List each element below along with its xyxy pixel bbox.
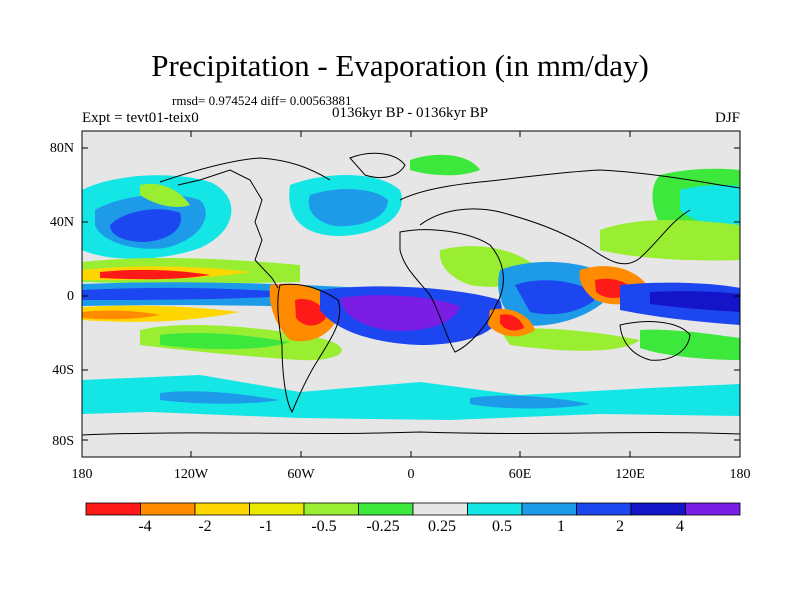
colorbar-swatch	[467, 502, 523, 516]
coastline-arctic-america	[159, 157, 331, 183]
colorbar-swatch	[521, 502, 577, 516]
contour-band	[500, 314, 524, 331]
lon-tick-label: 120E	[615, 467, 645, 482]
colorbar	[85, 502, 741, 516]
colorbar-label: -2	[198, 518, 212, 535]
contour-band	[500, 328, 640, 351]
contour-band	[82, 310, 160, 320]
contour-band	[600, 220, 740, 261]
contour-band	[680, 185, 740, 230]
colorbar-label: 2	[616, 518, 624, 535]
map-title: Precipitation - Evaporation (in mm/day)	[151, 48, 649, 83]
lat-tick-label: 80S	[52, 434, 74, 449]
contour-band	[650, 291, 740, 312]
lon-tick-label: 120W	[173, 467, 209, 482]
colorbar-label: -1	[259, 518, 273, 535]
colorbar-label: 0.25	[428, 518, 456, 535]
colorbar-label: 0.5	[492, 518, 512, 535]
coastline-africa	[399, 229, 504, 353]
colorbar-swatch	[685, 502, 741, 516]
coastline-antarctica	[82, 431, 740, 436]
lon-tick-label: 180	[71, 467, 93, 482]
contour-band	[308, 188, 388, 227]
contour-band	[515, 280, 600, 315]
experiment-label: Expt = tevt01-teix0	[82, 110, 199, 126]
coastline-eurasia-north	[399, 169, 740, 201]
colorbar-swatch	[249, 502, 305, 516]
lat-tick-label: 80N	[49, 141, 74, 156]
lon-tick-label: 0	[407, 467, 415, 482]
coastline-north-america	[177, 169, 279, 289]
colorbar-swatch	[194, 502, 250, 516]
colorbar-label: -0.25	[366, 518, 400, 535]
contour-band	[340, 295, 460, 331]
period-subtitle: 0136kyr BP - 0136kyr BP	[331, 105, 489, 121]
contour-band	[100, 269, 210, 280]
coastline-eurasia-south	[419, 208, 691, 265]
coastline-australia	[619, 321, 691, 361]
contour-band	[110, 209, 181, 242]
season-label: DJF	[714, 110, 740, 126]
contour-field	[82, 131, 740, 457]
colorbar-swatch	[85, 502, 141, 516]
contour-band	[160, 332, 290, 350]
contour-band	[140, 183, 190, 207]
coastline-south-america	[277, 283, 341, 414]
lon-tick-label: 60E	[508, 467, 532, 482]
colorbar-label: -4	[138, 518, 152, 535]
contour-band	[410, 154, 480, 176]
lat-tick-label: 40S	[52, 363, 74, 378]
lat-tick-label: 40N	[49, 215, 74, 230]
contour-band	[470, 395, 590, 409]
colorbar-swatch	[140, 502, 196, 516]
colorbar-swatch	[630, 502, 686, 516]
lon-tick-label: 60W	[287, 467, 315, 482]
colorbar-label: -0.5	[311, 518, 337, 535]
contour-band	[160, 391, 280, 404]
axis-ticks	[82, 131, 740, 457]
colorbar-swatch	[303, 502, 359, 516]
statistics-line: rmsd= 0.974524 diff= 0.00563881	[172, 93, 352, 108]
contour-band	[82, 287, 320, 300]
contour-band	[640, 329, 740, 360]
colorbar-swatch	[358, 502, 414, 516]
colorbar-label: 1	[557, 518, 565, 535]
coastlines	[82, 152, 740, 436]
lat-tick-label: 0	[67, 289, 74, 304]
contour-band	[295, 299, 326, 326]
colorbar-label: 4	[676, 518, 684, 535]
contour-band	[82, 375, 740, 420]
lon-tick-label: 180	[729, 467, 751, 482]
colorbar-swatch	[576, 502, 632, 516]
colorbar-swatch	[412, 502, 468, 516]
coastline-greenland	[349, 152, 406, 178]
